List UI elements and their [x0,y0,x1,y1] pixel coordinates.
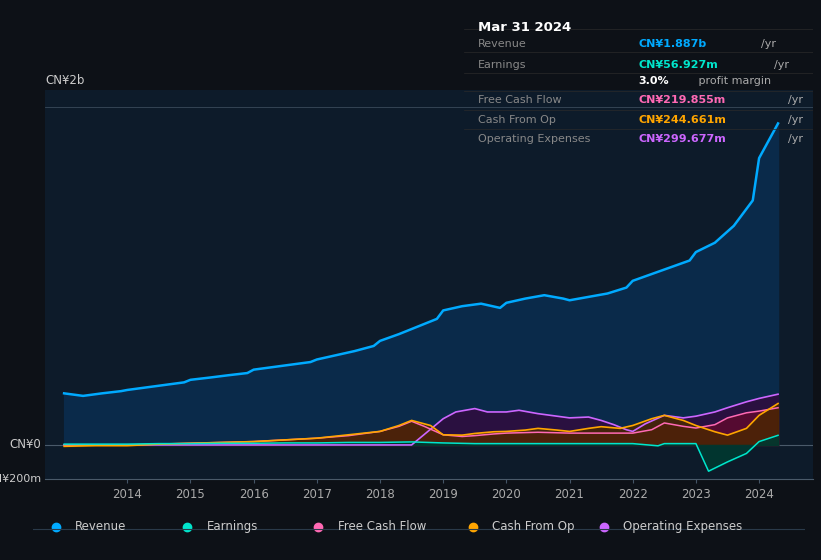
Text: CN¥219.855m: CN¥219.855m [639,95,726,105]
Text: Earnings: Earnings [478,60,526,69]
Text: Free Cash Flow: Free Cash Flow [337,520,426,533]
Text: -CN¥200m: -CN¥200m [0,474,41,484]
Text: CN¥56.927m: CN¥56.927m [639,60,718,69]
Text: CN¥0: CN¥0 [10,438,41,451]
Text: profit margin: profit margin [695,76,771,86]
Text: Operating Expenses: Operating Expenses [623,520,742,533]
Text: /yr: /yr [761,39,776,49]
Text: CN¥299.677m: CN¥299.677m [639,134,726,144]
Text: Revenue: Revenue [478,39,526,49]
Text: CN¥1.887b: CN¥1.887b [639,39,707,49]
Text: /yr: /yr [787,95,803,105]
Text: Revenue: Revenue [76,520,126,533]
Text: Cash From Op: Cash From Op [478,115,556,124]
Text: Free Cash Flow: Free Cash Flow [478,95,562,105]
Text: 3.0%: 3.0% [639,76,669,86]
Text: CN¥2b: CN¥2b [45,74,85,87]
Text: Earnings: Earnings [207,520,258,533]
Text: Cash From Op: Cash From Op [492,520,575,533]
Text: /yr: /yr [787,134,803,144]
Text: CN¥244.661m: CN¥244.661m [639,115,727,124]
Text: /yr: /yr [774,60,790,69]
Text: /yr: /yr [787,115,803,124]
Text: Operating Expenses: Operating Expenses [478,134,590,144]
Text: Mar 31 2024: Mar 31 2024 [478,21,571,34]
